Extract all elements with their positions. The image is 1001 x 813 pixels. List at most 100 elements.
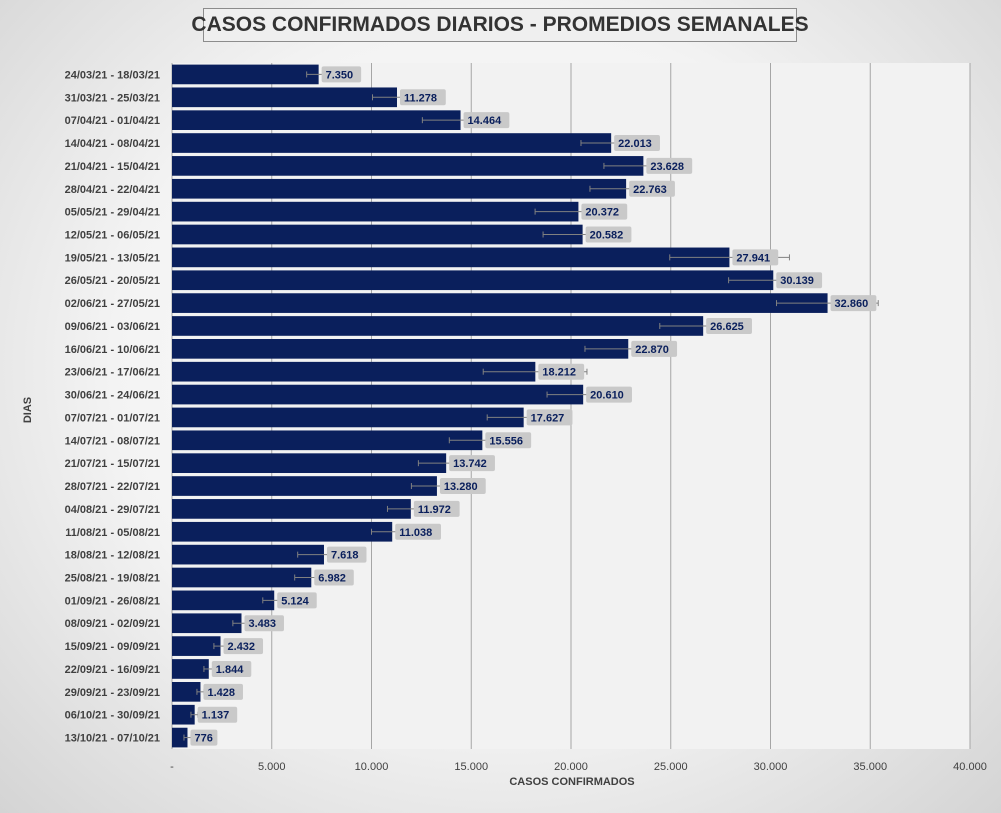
data-label-background xyxy=(197,706,238,723)
data-label: 22.870 xyxy=(635,344,669,356)
data-label-background xyxy=(830,295,877,312)
data-label: 11.038 xyxy=(399,527,432,539)
bar xyxy=(172,453,447,473)
data-label: 26.625 xyxy=(710,321,744,333)
bar xyxy=(172,521,393,542)
data-label-background xyxy=(581,203,628,220)
y-category-label: 30/06/21 - 24/06/21 xyxy=(65,390,160,402)
data-label: 23.628 xyxy=(650,161,684,173)
data-label: 15.556 xyxy=(489,435,523,447)
bar xyxy=(172,87,397,108)
data-label-background xyxy=(732,249,779,266)
bar xyxy=(172,499,411,519)
y-category-label: 16/06/21 - 10/06/21 xyxy=(65,344,160,356)
y-category-label: 21/07/21 - 15/07/21 xyxy=(65,458,160,470)
data-label: 1.844 xyxy=(216,664,244,676)
data-label-background xyxy=(203,683,243,700)
data-label: 27.941 xyxy=(736,252,770,264)
data-label: 11.972 xyxy=(418,504,451,516)
bar xyxy=(172,270,774,291)
bar xyxy=(172,64,319,85)
y-category-label: 24/03/21 - 18/03/21 xyxy=(65,69,160,81)
data-label: 13.280 xyxy=(444,481,478,493)
y-category-label: 29/09/21 - 23/09/21 xyxy=(65,687,160,699)
y-category-label: 31/03/21 - 25/03/21 xyxy=(65,92,160,104)
bar xyxy=(172,636,221,656)
data-label: 7.618 xyxy=(331,550,359,562)
data-label: 20.610 xyxy=(590,390,624,402)
bar xyxy=(172,201,579,222)
data-label: 3.483 xyxy=(248,618,276,630)
data-label-background xyxy=(399,89,446,106)
data-label: 17.627 xyxy=(531,412,565,424)
data-label-background xyxy=(395,523,442,540)
data-label-background xyxy=(646,157,693,174)
bar xyxy=(172,339,629,359)
data-label-background xyxy=(586,386,632,403)
bar xyxy=(172,293,828,313)
bar xyxy=(172,407,524,428)
data-label: 776 xyxy=(194,733,212,745)
data-label-background xyxy=(413,500,460,517)
y-category-label: 15/09/21 - 09/09/21 xyxy=(65,641,160,653)
x-tick-label: 30.000 xyxy=(754,761,788,773)
data-label-background xyxy=(538,363,585,380)
y-category-label: 01/09/21 - 26/08/21 xyxy=(65,595,160,607)
bar xyxy=(172,384,584,405)
data-label-background xyxy=(485,432,532,449)
data-label-background xyxy=(614,135,660,152)
y-category-label: 22/09/21 - 16/09/21 xyxy=(65,664,160,676)
y-category-label: 06/10/21 - 30/09/21 xyxy=(65,710,160,722)
data-label: 5.124 xyxy=(281,595,309,607)
y-category-label: 28/04/21 - 22/04/21 xyxy=(65,184,160,196)
data-label: 1.428 xyxy=(207,687,235,699)
bar xyxy=(172,613,242,634)
x-tick-label: 15.000 xyxy=(454,761,488,773)
data-label-background xyxy=(706,317,752,334)
data-label-background xyxy=(439,478,486,495)
y-category-label: 19/05/21 - 13/05/21 xyxy=(65,252,160,264)
bar xyxy=(172,567,312,588)
y-category-label: 09/06/21 - 03/06/21 xyxy=(65,321,160,333)
data-label-background xyxy=(321,66,362,83)
data-label: 2.432 xyxy=(228,641,256,653)
data-label-background xyxy=(631,340,678,357)
bar xyxy=(172,361,536,382)
y-category-labels: 24/03/21 - 18/03/21 31/03/21 - 25/03/21 07… xyxy=(65,69,160,744)
data-label-background xyxy=(211,660,252,677)
data-label: 13.742 xyxy=(453,458,487,470)
data-label: 22.763 xyxy=(633,184,667,196)
bars-group xyxy=(172,64,828,748)
y-category-label: 26/05/21 - 20/05/21 xyxy=(65,275,160,287)
y-category-label: 05/05/21 - 29/04/21 xyxy=(65,207,160,219)
x-axis-title: CASOS CONFIRMADOS xyxy=(509,776,635,788)
data-label: 1.137 xyxy=(202,710,230,722)
chart-title: CASOS CONFIRMADOS DIARIOS - PROMEDIOS SE… xyxy=(191,8,809,42)
data-label-background xyxy=(585,226,632,243)
data-label-background xyxy=(244,615,284,632)
data-label-background xyxy=(223,638,264,655)
data-label: 7.350 xyxy=(326,69,354,81)
x-tick-label: 10.000 xyxy=(355,761,389,773)
y-category-label: 18/08/21 - 12/08/21 xyxy=(65,550,160,562)
bar xyxy=(172,316,704,336)
data-label: 11.278 xyxy=(404,92,437,104)
x-tick-label: 5.000 xyxy=(258,761,286,773)
data-label: 30.139 xyxy=(780,275,814,287)
y-category-label: 14/04/21 - 08/04/21 xyxy=(65,138,160,150)
y-category-label: 13/10/21 - 07/10/21 xyxy=(65,733,160,745)
y-category-label: 02/06/21 - 27/05/21 xyxy=(65,298,160,310)
data-label-background xyxy=(526,409,573,426)
data-label: 20.582 xyxy=(590,230,624,242)
data-label-background xyxy=(277,592,317,609)
data-label-background xyxy=(314,569,354,586)
x-tick-label: 40.000 xyxy=(953,761,987,773)
y-category-label: 07/07/21 - 01/07/21 xyxy=(65,412,160,424)
bar xyxy=(172,682,201,702)
x-tick-label: 35.000 xyxy=(853,761,887,773)
bar xyxy=(172,224,583,245)
x-tick-label: 20.000 xyxy=(554,761,588,773)
y-category-label: 11/08/21 - 05/08/21 xyxy=(65,527,160,539)
bar xyxy=(172,544,324,565)
